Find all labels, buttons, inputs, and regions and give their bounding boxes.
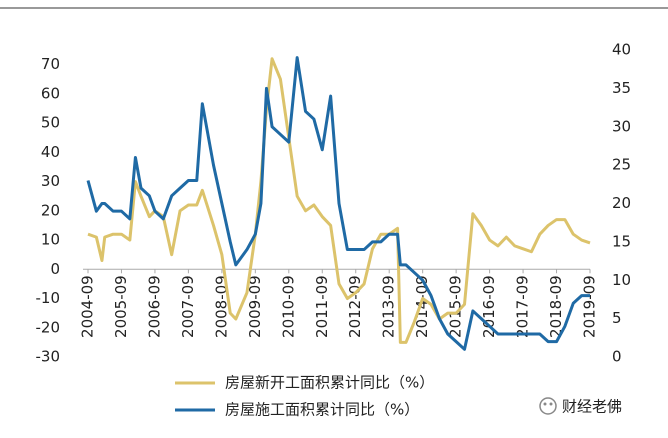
x-tick-label: 2006-09 [145,275,163,338]
y2-tick-label: 5 [612,309,622,327]
y-tick-label: 10 [41,231,60,249]
y-tick-label: 40 [41,143,60,161]
x-tick-label: 2013-09 [380,275,398,338]
x-tick-label: 2016-09 [480,275,498,338]
watermark: 财经老佛 [562,398,622,416]
x-tick-label: 2012-09 [346,275,364,338]
y-tick-label: -10 [36,289,61,307]
legend-label: 房屋施工面积累计同比（%） [225,401,419,419]
x-tick-label: 2014-09 [413,275,431,338]
y-tick-label: 50 [41,114,60,132]
x-tick-label: 2004-09 [79,275,97,338]
y2-tick-label: 25 [612,156,631,174]
x-tick-label: 2015-09 [447,275,465,338]
y-tick-label: -30 [36,348,61,366]
y2-tick-label: 0 [612,348,622,366]
watermark-icon [539,397,557,415]
legend-label: 房屋新开工面积累计同比（%） [225,374,434,392]
y-tick-label: 0 [50,260,60,278]
y-tick-label: 70 [41,55,60,73]
x-tick-label: 2007-09 [179,275,197,338]
x-tick-label: 2019-09 [581,275,599,338]
x-tick-label: 2017-09 [514,275,532,338]
y2-tick-label: 30 [612,117,631,135]
y-tick-label: 60 [41,84,60,102]
y-tick-label: 20 [41,201,60,219]
y-tick-label: 30 [41,172,60,190]
x-tick-label: 2010-09 [279,275,297,338]
y2-tick-label: 20 [612,194,631,212]
series-line [86,56,590,351]
y-tick-label: -20 [36,318,61,336]
y2-tick-label: 15 [612,232,631,250]
y2-tick-label: 40 [612,41,631,59]
x-tick-label: 2005-09 [112,275,130,338]
x-tick-label: 2011-09 [313,275,331,338]
x-tick-label: 2018-09 [547,275,565,338]
y2-tick-label: 10 [612,271,631,289]
y2-tick-label: 35 [612,79,631,97]
x-tick-label: 2009-09 [246,275,264,338]
